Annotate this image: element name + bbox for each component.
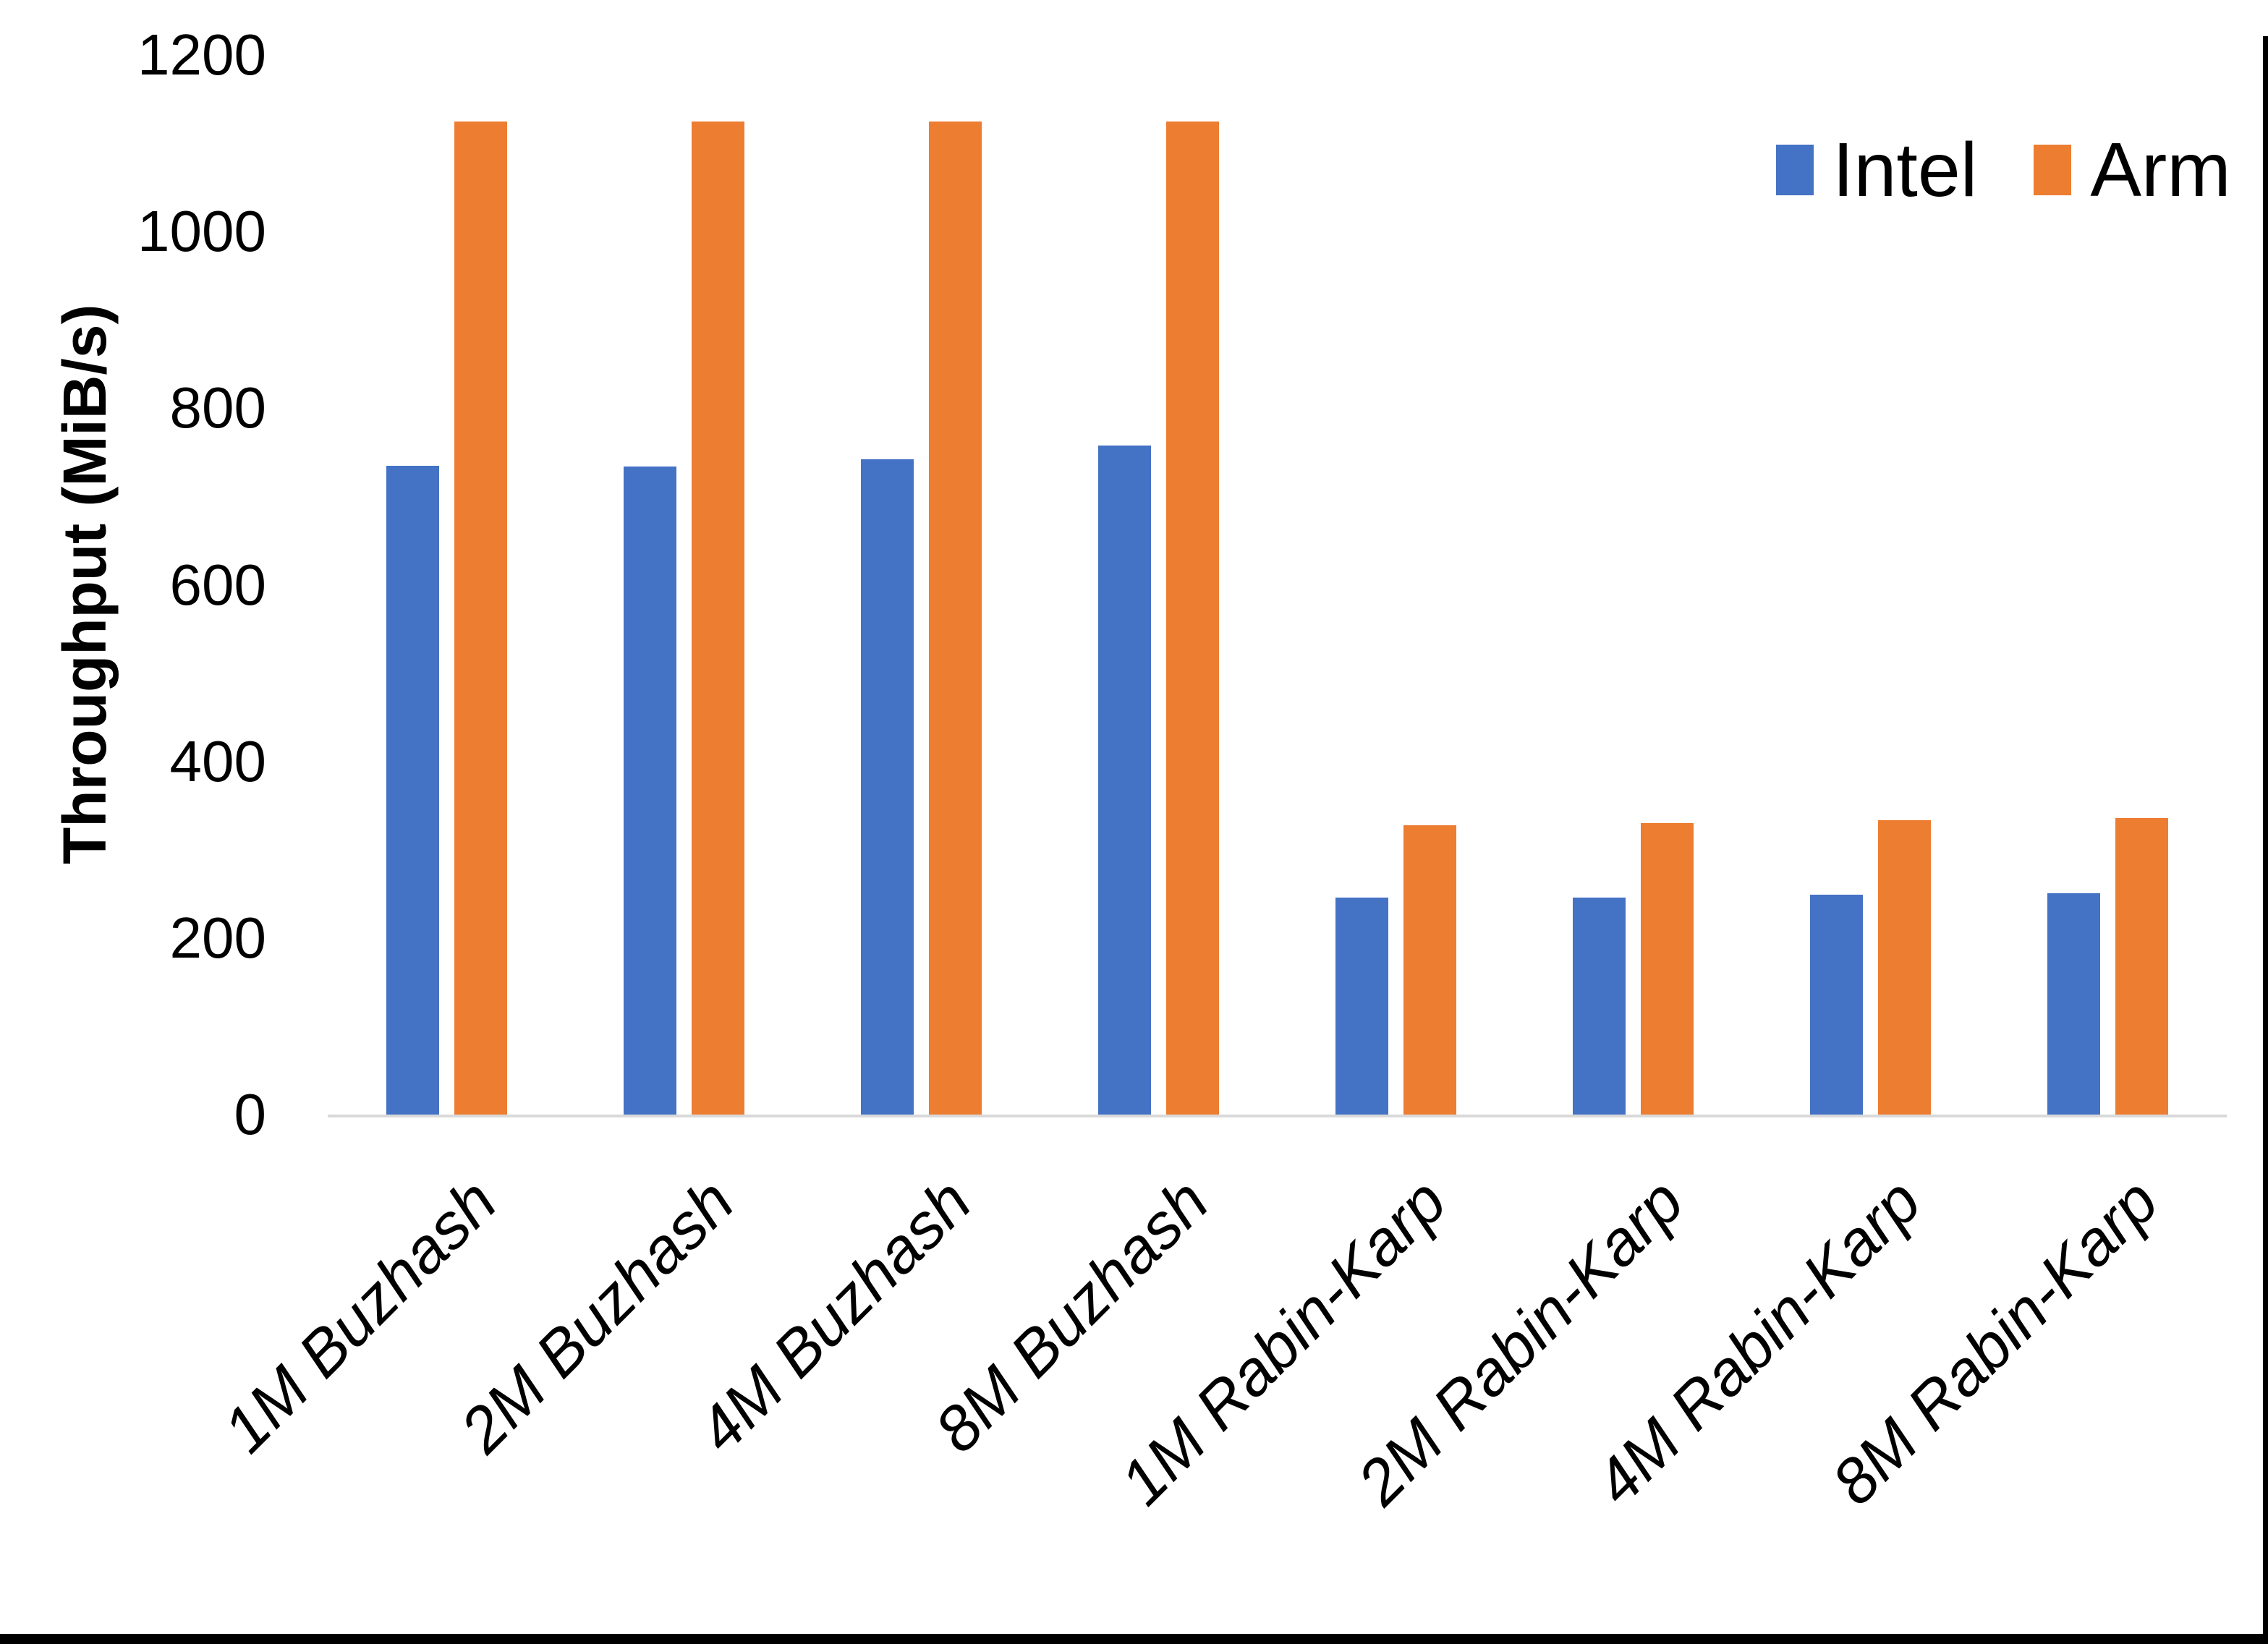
- y-tick-label-400: 400: [169, 728, 266, 793]
- category-group-2m-rabin-karp: [1515, 55, 1752, 1115]
- category-group-4m-rabin-karp: [1752, 55, 1989, 1115]
- screenshot-right-border: [2263, 36, 2268, 1644]
- bar-arm-1m-buzhash: [454, 121, 507, 1115]
- category-group-1m-rabin-karp: [1278, 55, 1515, 1115]
- y-tick-label-800: 800: [169, 375, 266, 440]
- category-group-8m-rabin-karp: [1989, 55, 2227, 1115]
- bar-arm-4m-rabin-karp: [1878, 820, 1932, 1115]
- legend-swatch-intel-icon: [1776, 145, 1814, 195]
- category-group-4m-buzhash: [802, 55, 1040, 1115]
- bar-arm-8m-buzhash: [1165, 121, 1219, 1115]
- y-tick-label-600: 600: [169, 552, 266, 617]
- bar-intel-1m-rabin-karp: [1335, 897, 1389, 1115]
- bar-arm-4m-buzhash: [928, 121, 982, 1115]
- plot-area: [328, 55, 2227, 1115]
- bar-intel-8m-rabin-karp: [2047, 893, 2101, 1115]
- category-group-1m-buzhash: [328, 55, 565, 1115]
- y-tick-label-1000: 1000: [137, 199, 266, 264]
- bar-intel-2m-rabin-karp: [1573, 897, 1626, 1115]
- bar-arm-2m-buzhash: [691, 121, 744, 1115]
- legend-item-intel: Intel: [1776, 132, 1977, 208]
- bar-intel-4m-rabin-karp: [1810, 895, 1864, 1115]
- legend-item-arm: Arm: [2034, 127, 2231, 213]
- bar-intel-8m-buzhash: [1097, 445, 1151, 1115]
- bar-arm-1m-rabin-karp: [1403, 825, 1457, 1115]
- bar-arm-2m-rabin-karp: [1641, 823, 1694, 1115]
- legend-label-intel: Intel: [1832, 127, 1978, 213]
- legend-label-arm: Arm: [2090, 127, 2231, 213]
- screenshot-bottom-border: [0, 1634, 2268, 1644]
- category-group-2m-buzhash: [565, 55, 802, 1115]
- legend-swatch-arm-icon: [2034, 145, 2072, 195]
- bar-intel-4m-buzhash: [860, 459, 914, 1115]
- bar-intel-2m-buzhash: [623, 466, 676, 1115]
- y-tick-label-1200: 1200: [137, 22, 266, 87]
- category-group-8m-buzhash: [1040, 55, 1277, 1115]
- bar-intel-1m-buzhash: [386, 465, 439, 1115]
- y-tick-label-200: 200: [169, 905, 266, 970]
- y-tick-label-0: 0: [234, 1082, 267, 1146]
- legend: Intel Arm: [1776, 132, 2231, 208]
- x-axis-line: [328, 1115, 2227, 1117]
- bar-arm-8m-rabin-karp: [2115, 817, 2169, 1115]
